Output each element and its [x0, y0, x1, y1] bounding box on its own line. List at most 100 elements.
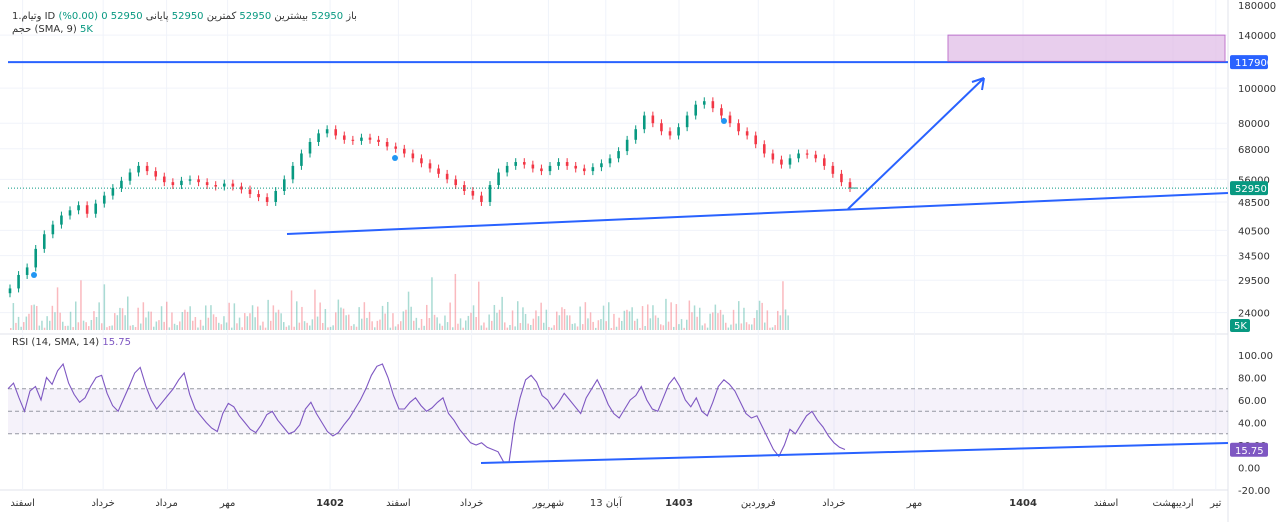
volume-bar — [514, 326, 516, 330]
volume-bar — [371, 321, 373, 330]
volume-bar — [168, 327, 171, 330]
candle-body — [420, 158, 423, 164]
event-marker[interactable] — [31, 272, 37, 278]
x-tick-label: تیر — [1209, 498, 1222, 509]
volume-bar — [205, 305, 207, 330]
volume-bar — [719, 309, 722, 330]
volume-bar — [675, 304, 678, 330]
volume-bar — [80, 280, 82, 330]
volume-bar — [756, 310, 758, 330]
candle-body — [728, 115, 732, 124]
volume-bar — [101, 323, 103, 330]
volume-bar — [467, 315, 470, 330]
volume-bar — [160, 306, 163, 330]
candle-body — [565, 162, 569, 166]
volume-bar — [20, 326, 22, 330]
volume-bar — [88, 326, 90, 330]
volume-bar — [428, 318, 431, 330]
projection-arrow-line[interactable] — [847, 77, 985, 210]
volume-bar — [153, 326, 155, 330]
candle-body — [634, 129, 638, 140]
volume-bar — [127, 296, 129, 330]
volume-bar — [116, 315, 119, 330]
target-zone-box[interactable] — [947, 34, 1226, 62]
price-tick-label: 34500 — [1238, 252, 1270, 263]
volume-bar — [478, 281, 480, 330]
candle-body — [711, 101, 715, 109]
volume-bar — [556, 311, 558, 330]
volume-bar — [303, 321, 306, 330]
volume-bar — [251, 305, 254, 330]
candle-body — [548, 165, 552, 172]
candle-body — [222, 183, 226, 187]
price-tick-label: 56000 — [1238, 175, 1270, 186]
x-tick-label: فروردین — [741, 498, 776, 509]
volume-bar — [649, 318, 652, 330]
candle-body — [591, 167, 595, 172]
volume-bar — [743, 307, 745, 330]
rsi-trendline[interactable] — [480, 442, 1229, 464]
candle-body — [642, 115, 646, 130]
rsi-tick-label: -20.00 — [1238, 486, 1270, 497]
event-marker[interactable] — [392, 155, 398, 161]
legend-close: 52950 — [110, 11, 143, 22]
candle-body — [214, 185, 218, 187]
volume-bar — [777, 310, 779, 330]
candle-body — [780, 159, 783, 165]
candle-body — [720, 108, 723, 116]
volume-bar — [678, 324, 680, 330]
volume-bar — [270, 320, 272, 330]
volume-bar — [563, 309, 566, 330]
volume-bar — [771, 327, 774, 330]
volume-bar — [506, 327, 509, 330]
candle-body — [531, 164, 535, 169]
volume-bar — [145, 317, 147, 330]
volume-bar — [106, 327, 108, 330]
volume-bar — [543, 322, 545, 330]
candle-body — [360, 137, 363, 141]
volume-bar — [433, 314, 436, 330]
volume-bar — [483, 322, 485, 330]
x-tick-label: مرداد — [155, 498, 178, 509]
volume-bar — [246, 316, 249, 330]
candle-body — [111, 187, 115, 196]
candle-body — [608, 158, 612, 164]
volume-bar — [582, 324, 584, 330]
volume-bar — [511, 310, 514, 330]
volume-bar — [62, 321, 64, 330]
candle-body — [831, 165, 835, 174]
volume-bar — [394, 326, 397, 330]
candle-body — [677, 127, 680, 136]
flat-price-dot — [849, 187, 851, 189]
volume-bar — [134, 326, 137, 330]
legend-symbol[interactable]: 1.وتیام ID — [12, 11, 56, 22]
price-tick-label: 24000 — [1238, 309, 1270, 320]
volume-legend[interactable]: حجم (SMA, 9) 5K — [12, 24, 93, 35]
rsi-legend-value: 15.75 — [102, 337, 132, 348]
candle-body — [505, 165, 509, 173]
volume-bar — [628, 311, 631, 330]
rsi-legend[interactable]: RSI (14, SMA, 14) 15.75 — [12, 337, 131, 348]
x-tick-label: 1403 — [665, 498, 693, 509]
volume-bar — [446, 322, 449, 330]
volume-bar — [727, 327, 730, 330]
volume-bar — [610, 327, 613, 330]
rsi-line — [7, 362, 846, 463]
price-tick-label: 100000 — [1238, 84, 1276, 95]
volume-bar — [673, 326, 675, 330]
candle-body — [582, 168, 586, 172]
x-tick-label: 1404 — [1009, 498, 1037, 509]
volume-bar — [647, 304, 649, 330]
volume-bar — [301, 306, 303, 330]
volume-bar — [717, 313, 719, 330]
volume-bar — [49, 320, 51, 330]
volume-bar — [472, 305, 475, 330]
candle-body — [145, 165, 149, 172]
candle-body — [25, 267, 29, 275]
volume-bar — [280, 313, 282, 330]
support-trendline[interactable] — [286, 192, 1229, 235]
volume-bar — [238, 317, 241, 330]
event-marker[interactable] — [721, 118, 727, 124]
volume-bar — [241, 327, 243, 330]
